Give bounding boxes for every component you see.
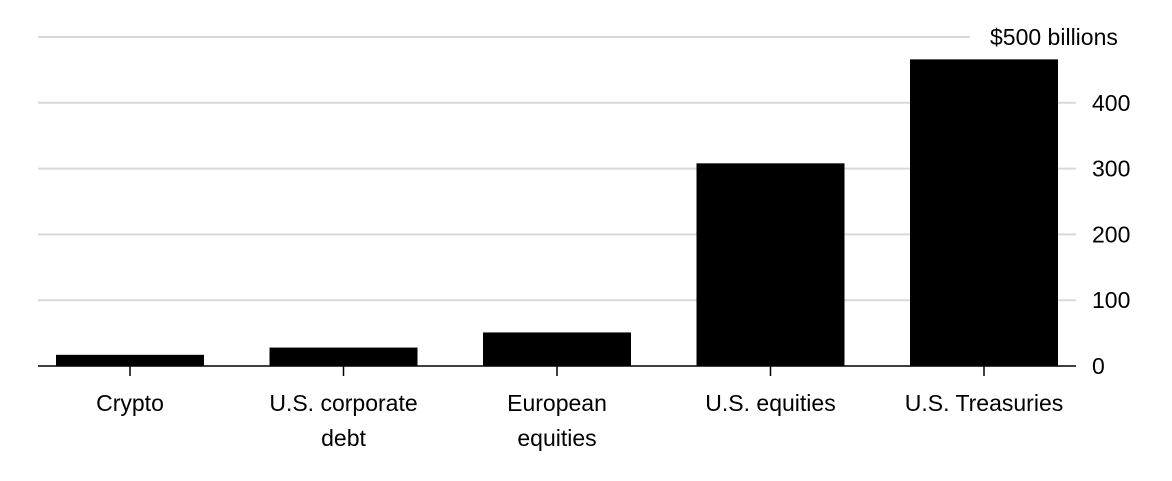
x-tick-label-line: equities: [517, 425, 596, 451]
axes: [38, 365, 1076, 376]
bar: [483, 332, 631, 366]
x-tick-label-line: debt: [321, 425, 366, 451]
bars: [56, 59, 1058, 366]
y-tick-label: 0: [1092, 353, 1105, 379]
x-tick-label: U.S. Treasuries: [905, 390, 1064, 416]
x-tick-label-line: European: [507, 390, 607, 416]
y-tick-label: 200: [1092, 221, 1130, 247]
bar: [269, 347, 418, 366]
x-tick-label: U.S. corporate debt: [269, 390, 417, 451]
x-tick-label: Crypto: [96, 390, 164, 416]
y-tick-label: 300: [1092, 156, 1130, 182]
x-tick-label-line: U.S. corporate: [269, 390, 417, 416]
x-tick-label-line: Crypto: [96, 390, 164, 416]
x-tick-label-line: U.S. Treasuries: [905, 390, 1064, 416]
y-tick-label: 400: [1092, 90, 1130, 116]
x-tick-label: European equities: [507, 390, 607, 451]
labels: 0 100 200 300 400 $500 billions Crypto U.S. cor…: [96, 24, 1130, 451]
bar: [56, 354, 204, 366]
y-tick-label: 100: [1092, 287, 1130, 313]
x-tick-label: U.S. equities: [705, 390, 835, 416]
gridlines: [38, 36, 1076, 302]
x-tick-label-line: U.S. equities: [705, 390, 835, 416]
y-tick-label: $500 billions: [990, 24, 1118, 50]
bar: [910, 59, 1058, 366]
bar: [696, 163, 845, 366]
